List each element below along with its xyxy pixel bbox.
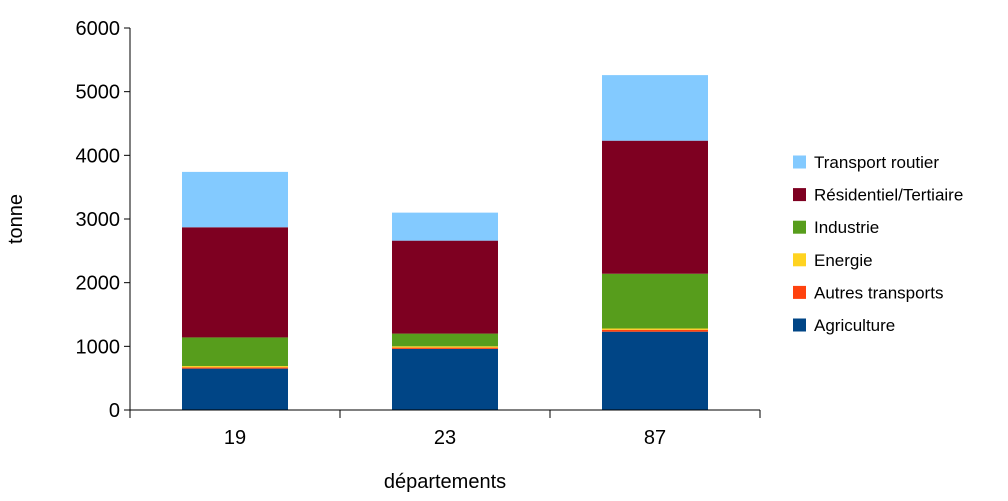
y-tick-label: 3000 bbox=[76, 209, 121, 231]
legend: Transport routier Résidentiel/Tertiaire In… bbox=[793, 153, 963, 335]
bars-layer bbox=[182, 75, 708, 410]
y-tick-label: 5000 bbox=[76, 82, 121, 104]
bar-segment bbox=[182, 227, 288, 338]
bar-segment bbox=[602, 75, 708, 141]
bar-segment bbox=[182, 366, 288, 368]
x-tick-label: 19 bbox=[224, 427, 246, 449]
y-axis-label: tonne bbox=[5, 194, 27, 244]
bar-segment bbox=[182, 367, 288, 369]
y-tick-label: 1000 bbox=[76, 336, 121, 358]
legend-swatch bbox=[793, 253, 806, 267]
legend-swatch bbox=[793, 220, 806, 234]
bar-segment bbox=[392, 333, 498, 347]
y-tick-label: 0 bbox=[109, 400, 120, 422]
bar-segment bbox=[392, 240, 498, 334]
x-axis-label: départements bbox=[384, 471, 506, 493]
bar-segment bbox=[392, 348, 498, 410]
bar-segment bbox=[182, 368, 288, 410]
bar-segment bbox=[392, 347, 498, 349]
legend-label: Industrie bbox=[814, 218, 879, 237]
bar-segment bbox=[602, 328, 708, 330]
legend-label: Transport routier bbox=[814, 153, 939, 172]
x-tick-label: 23 bbox=[434, 427, 456, 449]
y-tick-label: 6000 bbox=[76, 18, 121, 40]
legend-label: Autres transports bbox=[814, 283, 943, 302]
legend-item: Industrie bbox=[793, 218, 879, 237]
bar-segment bbox=[602, 331, 708, 410]
bar-segment bbox=[392, 346, 498, 348]
bar-segment bbox=[602, 140, 708, 274]
bar-segment bbox=[602, 273, 708, 329]
legend-swatch bbox=[793, 155, 806, 169]
bar-segment bbox=[392, 212, 498, 241]
bar-segment bbox=[182, 171, 288, 228]
y-tick-label: 4000 bbox=[76, 145, 121, 167]
legend-item: Energie bbox=[793, 251, 873, 270]
legend-label: Agriculture bbox=[814, 316, 895, 335]
legend-item: Autres transports bbox=[793, 283, 943, 302]
legend-swatch bbox=[793, 318, 806, 332]
legend-item: Résidentiel/Tertiaire bbox=[793, 186, 963, 205]
axes-layer: 0 1000 2000 3000 4000 5000 6000 19 23 87 bbox=[76, 18, 761, 449]
legend-label: Résidentiel/Tertiaire bbox=[814, 186, 963, 205]
bar-segment bbox=[602, 329, 708, 332]
legend-swatch bbox=[793, 188, 806, 202]
x-tick-label: 87 bbox=[644, 427, 666, 449]
y-tick-label: 2000 bbox=[76, 273, 121, 295]
legend-swatch bbox=[793, 285, 806, 299]
bar-segment bbox=[182, 337, 288, 367]
legend-item: Agriculture bbox=[793, 316, 895, 335]
legend-label: Energie bbox=[814, 251, 873, 270]
legend-item: Transport routier bbox=[793, 153, 939, 172]
